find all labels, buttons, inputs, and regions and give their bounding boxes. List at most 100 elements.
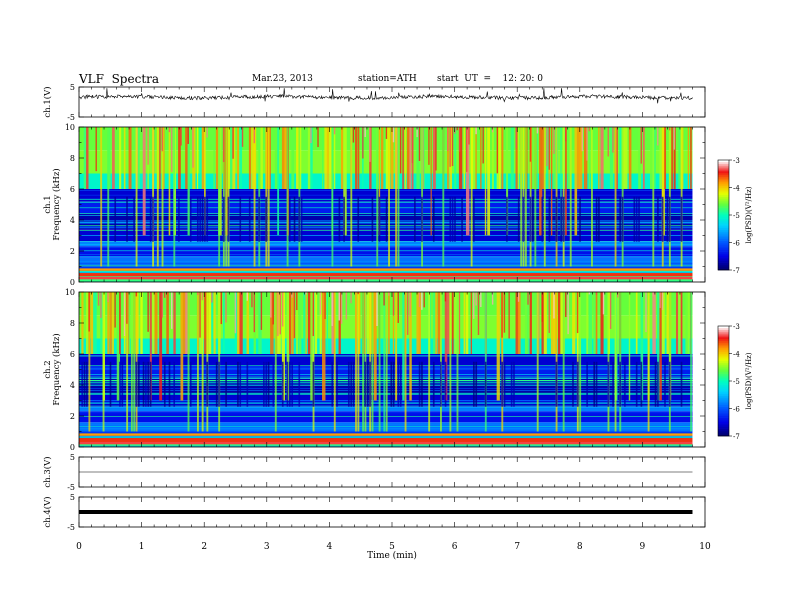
spec1-colorbar-cell <box>718 169 729 172</box>
spec1-hotspot <box>536 127 539 134</box>
time-tick-label: 4 <box>327 542 333 552</box>
spec1-hotspot <box>607 127 609 157</box>
spec1-colorbar-cell <box>718 191 729 194</box>
spec2-colorbar-cell <box>718 432 729 435</box>
spec2-streak <box>437 292 441 354</box>
spec1-streak <box>484 127 487 236</box>
spec1-sferic <box>218 127 221 267</box>
spec1-streak <box>128 127 132 189</box>
spec1-hotspot <box>392 127 395 143</box>
spec1-streak <box>567 127 570 189</box>
spec1-dark <box>532 196 534 242</box>
spec1-streak <box>213 127 215 189</box>
spec2-streak <box>258 292 262 354</box>
spec2-sferic <box>196 292 199 432</box>
spec2-sferic <box>383 292 386 432</box>
spec2-sferic <box>371 292 374 432</box>
spec1-streak <box>506 127 509 236</box>
spec2-hotspot <box>567 292 569 335</box>
spec2-spectrogram <box>79 292 705 447</box>
spec1-dark <box>506 196 508 242</box>
spec1-colorbar-cell <box>718 200 729 203</box>
spec2-streak <box>657 292 660 401</box>
spec1-streak <box>409 127 412 189</box>
spec2-streak <box>204 292 207 354</box>
spec1-hotspot <box>491 127 494 133</box>
spec2-hotspot <box>602 292 605 315</box>
spec2-streak <box>402 292 405 401</box>
spec1-streak <box>600 127 604 189</box>
spec2-streak <box>288 292 292 354</box>
spec1-streak <box>390 127 394 189</box>
spec1-sferic <box>135 127 138 267</box>
spec1-streak <box>248 127 251 189</box>
spec2-sferic <box>201 292 204 432</box>
spec2-dark <box>668 361 671 407</box>
spec2-colorbar-cell <box>718 401 729 404</box>
spec1-sferic <box>388 127 390 267</box>
spec1-streak <box>664 127 667 189</box>
spec1-colorbar-cell <box>718 213 729 216</box>
spec2-streak <box>291 292 294 354</box>
spec2-colorbar-cell <box>718 355 729 358</box>
spec2-streak <box>303 292 307 354</box>
spec2-streak <box>543 292 547 354</box>
spec1-streak <box>642 127 645 189</box>
spec2-streak <box>322 292 326 401</box>
spec1-sferic <box>395 127 398 267</box>
spec2-dark <box>163 361 166 407</box>
spec1-ytick-label: 4 <box>70 216 75 225</box>
spec2-colorbar-cell <box>718 326 729 329</box>
spec1-colorbar-cell <box>718 224 729 227</box>
spec2-colorbar-cell <box>718 397 729 400</box>
spec2-dark <box>366 361 369 407</box>
spec1-hotspot <box>418 127 421 161</box>
spec2-colorbar-cell <box>718 423 729 426</box>
spec2-hotspot <box>340 292 343 324</box>
spec2-sferic <box>102 292 105 432</box>
spec1-colorbar-cell <box>718 237 729 240</box>
spec1-band <box>79 257 693 267</box>
spec2-sferic <box>449 292 452 432</box>
spec1-streak <box>385 127 390 189</box>
spec2-sferic <box>562 292 565 432</box>
spec2-dark <box>657 361 659 407</box>
spec1-colorbar-cell <box>718 255 729 258</box>
spec2-dark <box>281 361 284 407</box>
spec2-sferic <box>274 292 277 432</box>
spec1-streak <box>281 127 286 189</box>
spec2-streak <box>451 292 454 354</box>
spec2-hotspot <box>211 292 213 303</box>
spec2-hotspot <box>588 292 591 295</box>
spec2-hotspot <box>503 292 506 333</box>
spec1-streak <box>638 127 642 189</box>
spec2-streak <box>463 292 466 354</box>
spec2-sferic <box>404 292 407 432</box>
spec2-hotspot <box>147 292 149 332</box>
spec1-colorbar-cell <box>718 268 729 271</box>
spec2-streak <box>640 292 644 401</box>
spec1-streak <box>260 127 263 189</box>
spec1-hotspot <box>362 127 364 159</box>
time-axis: Time (min) 0 1 2 3 4 5 6 7 8 9 10 <box>76 542 711 561</box>
spec2-hotspot <box>246 292 248 301</box>
spec1-hotspot <box>161 127 163 152</box>
time-tick-label: 3 <box>264 542 270 552</box>
spec1-dark <box>657 196 659 242</box>
spec1-hotspot <box>187 127 189 144</box>
ch1-ytick-label: 5 <box>70 83 75 92</box>
spec1-colorbar-cell <box>718 160 729 163</box>
spec2-colorbar-tick-label: -7 <box>733 433 740 441</box>
spec2-streak <box>454 292 458 354</box>
spec2-ylabel-frequency: Frequency (kHz) <box>51 333 62 405</box>
spec1-hotspot <box>548 127 550 170</box>
spec2-hotspot <box>652 292 654 297</box>
spec1-hotspot <box>668 127 671 131</box>
spec1-colorbar-cell <box>718 189 729 192</box>
spec2-dark <box>595 361 598 407</box>
spec2-streak <box>572 292 576 354</box>
spec1-streak <box>619 127 622 189</box>
spec2-colorbar-cell <box>718 346 729 349</box>
spec2-streak <box>109 292 112 354</box>
spec1-sferic <box>614 127 617 267</box>
